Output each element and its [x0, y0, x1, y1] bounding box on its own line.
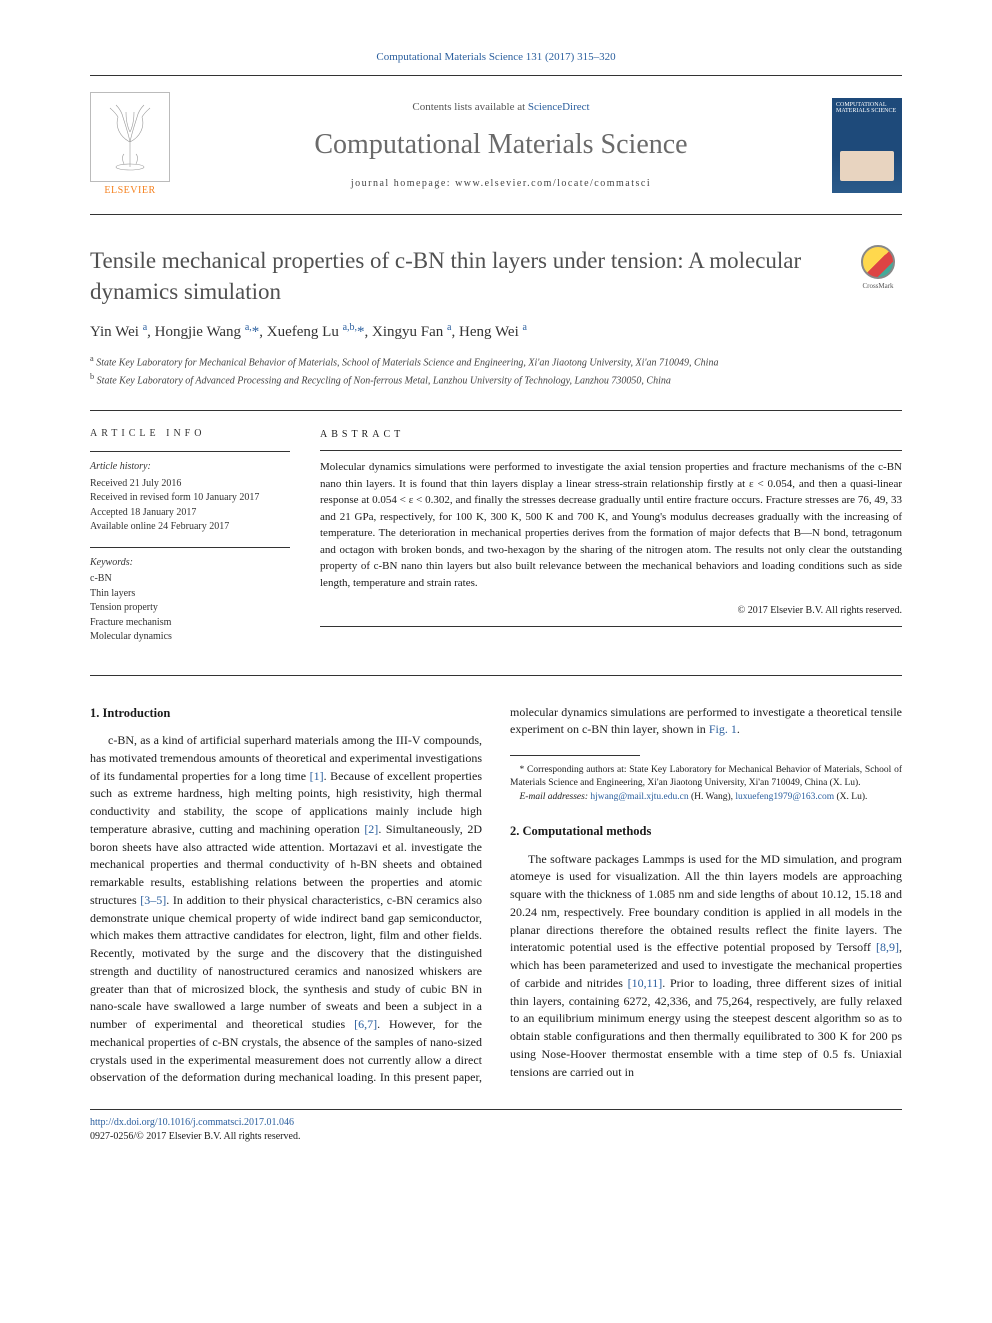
history-item: Received in revised form 10 January 2017: [90, 491, 290, 506]
crossmark-badge[interactable]: CrossMark: [854, 245, 902, 295]
keywords-label: Keywords:: [90, 556, 290, 571]
article-history: Article history: Received 21 July 2016 R…: [90, 460, 290, 535]
abstract-copyright: © 2017 Elsevier B.V. All rights reserved…: [320, 603, 902, 618]
citation-link[interactable]: [8,9]: [876, 940, 899, 954]
journal-homepage: journal homepage: www.elsevier.com/locat…: [188, 177, 814, 191]
journal-reference: Computational Materials Science 131 (201…: [90, 50, 902, 65]
figure-link[interactable]: Fig. 1: [709, 722, 737, 736]
divider: [90, 547, 290, 548]
article-info-column: ARTICLE INFO Article history: Received 2…: [90, 427, 290, 657]
footnote-separator: [510, 755, 640, 756]
divider: [320, 450, 902, 451]
email-link[interactable]: luxuefeng1979@163.com: [735, 792, 834, 802]
email-addresses: E-mail addresses: hjwang@mail.xjtu.edu.c…: [510, 791, 902, 804]
history-item: Accepted 18 January 2017: [90, 506, 290, 521]
journal-header: ELSEVIER Contents lists available at Sci…: [90, 82, 902, 208]
history-label: Article history:: [90, 460, 290, 475]
journal-cover-thumbnail: COMPUTATIONAL MATERIALS SCIENCE: [832, 98, 902, 193]
cover-image: [840, 151, 894, 181]
footnotes: * Corresponding authors at: State Key La…: [510, 764, 902, 804]
keyword: Molecular dynamics: [90, 630, 290, 645]
page-footer: http://dx.doi.org/10.1016/j.commatsci.20…: [90, 1109, 902, 1144]
publisher-name: ELSEVIER: [90, 184, 170, 198]
cover-title: COMPUTATIONAL MATERIALS SCIENCE: [832, 98, 902, 119]
doi-link[interactable]: http://dx.doi.org/10.1016/j.commatsci.20…: [90, 1117, 294, 1128]
article-info-heading: ARTICLE INFO: [90, 427, 290, 441]
history-item: Available online 24 February 2017: [90, 520, 290, 535]
keyword: Fracture mechanism: [90, 616, 290, 631]
affiliation-b: b State Key Laboratory of Advanced Proce…: [90, 371, 902, 388]
citation-link[interactable]: [3–5]: [140, 893, 166, 907]
issn-copyright: 0927-0256/© 2017 Elsevier B.V. All right…: [90, 1131, 300, 1142]
crossmark-label: CrossMark: [862, 282, 893, 292]
keyword: c-BN: [90, 572, 290, 587]
affiliation-a: a State Key Laboratory for Mechanical Be…: [90, 353, 902, 370]
keyword: Thin layers: [90, 587, 290, 602]
article-title: Tensile mechanical properties of c-BN th…: [90, 245, 834, 307]
contents-prefix: Contents lists available at: [412, 101, 527, 113]
publisher-logo-block: ELSEVIER: [90, 92, 170, 198]
abstract-heading: ABSTRACT: [320, 427, 902, 442]
citation-link[interactable]: [10,11]: [628, 976, 663, 990]
history-item: Received 21 July 2016: [90, 477, 290, 492]
email-link[interactable]: hjwang@mail.xjtu.edu.cn: [590, 792, 688, 802]
article-body: 1. Introduction c-BN, as a kind of artif…: [90, 704, 902, 1088]
abstract-text: Molecular dynamics simulations were perf…: [320, 459, 902, 591]
corresponding-author-note: * Corresponding authors at: State Key La…: [510, 764, 902, 791]
affiliations: a State Key Laboratory for Mechanical Be…: [90, 353, 902, 388]
citation-link[interactable]: [1]: [310, 769, 324, 783]
divider: [90, 214, 902, 215]
header-center: Contents lists available at ScienceDirec…: [188, 100, 814, 191]
abstract-column: ABSTRACT Molecular dynamics simulations …: [320, 427, 902, 657]
divider: [90, 451, 290, 452]
sciencedirect-link[interactable]: ScienceDirect: [528, 101, 590, 113]
contents-line: Contents lists available at ScienceDirec…: [188, 100, 814, 115]
author-list: Yin Wei a, Hongjie Wang a,*, Xuefeng Lu …: [90, 321, 902, 343]
keywords-block: Keywords: c-BN Thin layers Tension prope…: [90, 556, 290, 645]
divider: [320, 626, 902, 627]
keyword: Tension property: [90, 601, 290, 616]
citation-link[interactable]: [2]: [364, 822, 378, 836]
methods-paragraph: The software packages Lammps is used for…: [510, 851, 902, 1082]
citation-link[interactable]: [6,7]: [354, 1017, 377, 1031]
divider: [90, 75, 902, 76]
elsevier-tree-icon: [90, 92, 170, 182]
footer-left: http://dx.doi.org/10.1016/j.commatsci.20…: [90, 1116, 300, 1144]
homepage-url[interactable]: www.elsevier.com/locate/commatsci: [455, 178, 651, 189]
section-heading-methods: 2. Computational methods: [510, 822, 902, 841]
crossmark-icon: [861, 245, 895, 279]
homepage-label: journal homepage:: [351, 178, 455, 189]
journal-name: Computational Materials Science: [188, 125, 814, 164]
section-heading-intro: 1. Introduction: [90, 704, 482, 723]
